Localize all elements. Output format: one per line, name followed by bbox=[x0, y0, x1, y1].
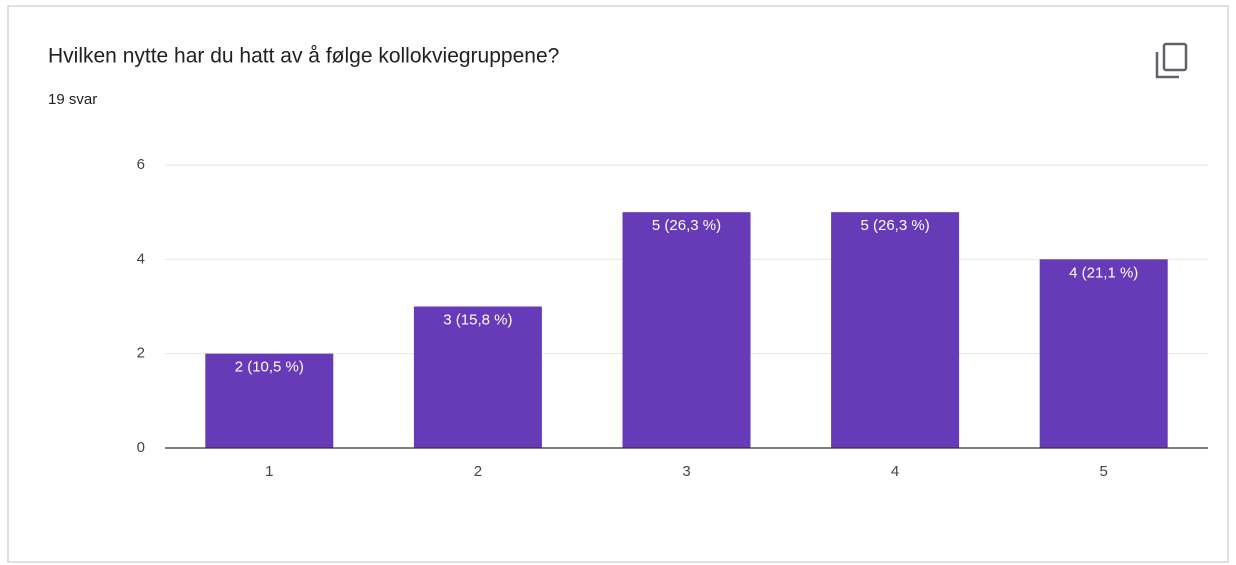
copy-icon[interactable] bbox=[1155, 42, 1188, 79]
y-tick-label: 2 bbox=[137, 345, 145, 362]
x-tick-label: 3 bbox=[682, 463, 690, 480]
x-tick-label: 2 bbox=[474, 463, 482, 480]
chart-title: Hvilken nytte har du hatt av å følge kol… bbox=[48, 45, 559, 68]
y-tick-label: 0 bbox=[137, 439, 145, 456]
card bbox=[7, 5, 1229, 563]
x-tick-label: 1 bbox=[265, 463, 273, 480]
x-tick-label: 4 bbox=[891, 463, 899, 480]
y-tick-label: 6 bbox=[137, 156, 145, 173]
chart-subtitle: 19 svar bbox=[48, 91, 97, 108]
value-label: 2 (10,5 %) bbox=[235, 359, 304, 376]
bar bbox=[831, 212, 960, 448]
bar bbox=[205, 353, 334, 448]
y-tick-label: 4 bbox=[137, 250, 145, 267]
value-label: 5 (26,3 %) bbox=[860, 217, 929, 234]
bar bbox=[1039, 259, 1168, 448]
bar bbox=[622, 212, 751, 448]
x-tick-label: 5 bbox=[1100, 463, 1108, 480]
value-label: 5 (26,3 %) bbox=[652, 217, 721, 234]
value-label: 4 (21,1 %) bbox=[1069, 264, 1138, 281]
value-label: 3 (15,8 %) bbox=[443, 311, 512, 328]
bar bbox=[413, 306, 542, 448]
